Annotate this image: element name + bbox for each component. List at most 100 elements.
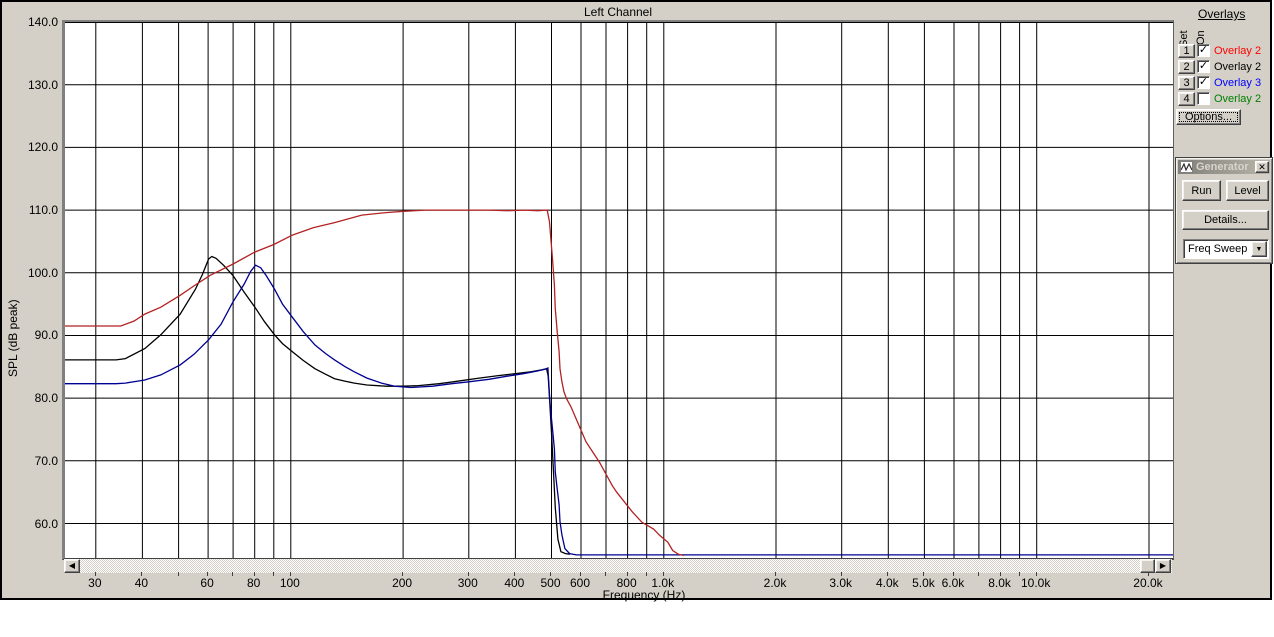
x-tick-mark [662,572,664,576]
waveform-icon [1180,161,1193,173]
overlay-on-checkbox-4[interactable] [1197,92,1210,105]
details-button[interactable]: Details... [1182,210,1269,230]
x-tick-label: 80 [247,576,261,590]
checkmark-icon: ✓ [1198,60,1209,72]
x-tick-label: 40 [134,576,149,590]
x-tick-mark [402,572,404,576]
x-tick-label: 4.0k [875,576,899,590]
sweep-type-value: Freq Sweep [1188,243,1248,255]
chevron-down-icon[interactable]: ▼ [1251,241,1267,257]
x-tick-label: 3.0k [829,576,853,590]
overlay-on-checkbox-2[interactable]: ✓ [1197,60,1210,73]
black-trace [65,255,570,555]
overlays-heading: Overlays [1198,7,1246,21]
x-tick-mark [580,572,582,576]
x-tick-label: 600 [570,576,591,590]
blue-trace [65,264,1173,556]
y-tick-label: 60.0 [34,516,58,531]
overlay-set-button-4[interactable]: 4 [1178,92,1195,106]
x-tick-mark [550,572,552,576]
x-tick-label: 1.0k [651,576,675,590]
x-tick-label: 6.0k [941,576,965,590]
x-tick-label: 30 [88,576,102,590]
generator-titlebar[interactable]: Generator ✕ [1178,160,1270,174]
app-window: Left Channel SPL (dB peak) 140.0 130.0 120… [0,0,1273,602]
x-tick-label: 10.0k [1021,576,1051,590]
x-tick-mark [232,572,234,576]
overlay-set-button-2[interactable]: 2 [1178,60,1195,74]
x-tick-mark [604,572,606,576]
checkmark-icon: ✓ [1198,44,1209,56]
scrollbar-thumb[interactable] [1140,559,1155,573]
x-tick-mark [272,572,274,576]
y-tick-label: 70.0 [34,453,58,468]
overlay-label-1: Overlay 2 [1214,45,1262,57]
x-tick-mark [999,572,1001,576]
close-icon[interactable]: ✕ [1255,161,1269,173]
options-button[interactable]: Options... [1176,109,1241,125]
level-button[interactable]: Level [1226,180,1269,201]
checkmark-icon: ✓ [1198,76,1209,88]
y-tick-label: 90.0 [34,328,58,343]
y-tick-label: 140.0 [27,15,58,29]
x-tick-mark [626,572,628,576]
overlay-label-2: Overlay 2 [1214,61,1262,73]
frequency-response-chart [65,22,1173,558]
scrollbar-right-arrow[interactable]: ▶ [1155,559,1171,573]
x-tick-label: 8.0k [988,576,1011,590]
x-tick-label: 200 [392,576,413,590]
overlays-set-label: Set [1178,30,1190,47]
x-tick-mark [177,572,179,576]
x-tick-label: 300 [457,576,478,590]
horizontal-scrollbar[interactable]: ◀ ▶ [64,559,1172,573]
chart-title: Left Channel [583,5,653,19]
y-tick-label: 100.0 [27,265,58,280]
x-tick-label: 400 [504,576,525,590]
x-tick-label: 60 [200,576,214,590]
sweep-type-select[interactable]: Freq Sweep ▼ [1183,239,1269,259]
x-tick-mark [952,572,954,576]
x-tick-label: 800 [616,576,637,590]
overlay-set-button-1[interactable]: 1 [1178,44,1195,58]
x-tick-label: 500 [540,576,561,590]
x-tick-mark [94,572,96,576]
y-tick-label: 80.0 [34,391,58,406]
overlays-on-label: On [1195,30,1207,45]
x-tick-mark [514,572,516,576]
x-tick-mark [923,572,925,576]
plot-area [62,20,1174,560]
x-tick-mark [1147,572,1149,576]
left-arrow-icon: ◀ [68,561,76,570]
x-tick-mark [207,572,209,576]
y-tick-label: 120.0 [27,140,58,155]
x-tick-mark [887,572,889,576]
x-tick-label: 5.0k [912,576,935,590]
x-tick-mark [775,572,777,576]
overlay-set-button-3[interactable]: 3 [1178,76,1195,90]
generator-window: Generator ✕ Run Level Details... Freq Sw… [1175,157,1273,264]
run-button[interactable]: Run [1182,180,1221,201]
x-tick-label: 100 [279,576,300,590]
overlay-on-checkbox-3[interactable]: ✓ [1197,76,1210,89]
x-tick-label: 2.0k [763,576,787,590]
x-tick-mark [645,572,647,576]
x-tick-mark [977,572,979,576]
generator-title: Generator [1196,161,1249,173]
y-tick-label: 130.0 [27,77,58,92]
overlay-on-checkbox-1[interactable]: ✓ [1197,44,1210,57]
x-tick-label: 20.0k [1133,576,1163,590]
x-tick-mark [253,572,255,576]
x-tick-mark [840,572,842,576]
x-tick-mark [289,572,291,576]
overlay-label-4: Overlay 2 [1214,93,1262,105]
x-tick-mark [1018,572,1020,576]
right-arrow-icon: ▶ [1159,561,1167,570]
overlay-label-3: Overlay 3 [1214,77,1262,89]
x-tick-mark [1035,572,1037,576]
y-tick-label: 110.0 [28,203,58,218]
x-tick-mark [467,572,469,576]
x-axis-label: Frequency (Hz) [602,588,686,602]
red-trace [65,209,684,557]
x-tick-mark [141,572,143,576]
scrollbar-left-arrow[interactable]: ◀ [64,559,80,573]
